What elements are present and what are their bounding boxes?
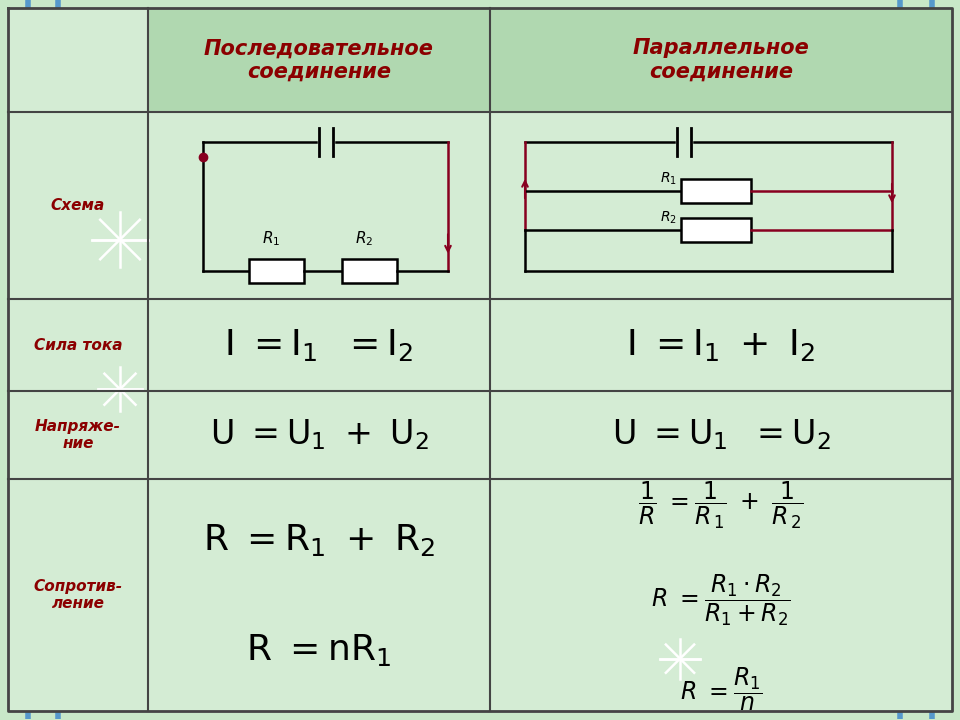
Text: $\mathrm{U\ =U_1\ +\ U_2}$: $\mathrm{U\ =U_1\ +\ U_2}$ (209, 418, 428, 452)
Bar (8, 300, 148, 391)
Text: $R_2$: $R_2$ (355, 230, 373, 248)
Text: $R_1$: $R_1$ (660, 171, 678, 187)
Text: Схема: Схема (51, 198, 106, 213)
Text: $\dfrac{1}{R}\ =\dfrac{1}{R_{\,1}}\ +\ \dfrac{1}{R_{\,2}}$: $\dfrac{1}{R}\ =\dfrac{1}{R_{\,1}}\ +\ \… (638, 480, 804, 531)
Text: $\mathrm{U\ =U_1\ \ =U_2}$: $\mathrm{U\ =U_1\ \ =U_2}$ (612, 418, 830, 452)
Bar (148, 391, 490, 479)
Bar (8, 112, 148, 300)
Text: $R\ =\dfrac{R_1\cdot R_2}{R_1+R_2}$: $R\ =\dfrac{R_1\cdot R_2}{R_1+R_2}$ (651, 572, 791, 628)
Text: Сопротив-
ление: Сопротив- ление (34, 579, 123, 611)
Text: $R_1$: $R_1$ (262, 230, 280, 248)
Text: Сила тока: Сила тока (34, 338, 122, 353)
Bar (148, 8, 490, 112)
Bar (490, 8, 952, 112)
Text: $\mathrm{I\ =I_1\ \ =I_2}$: $\mathrm{I\ =I_1\ \ =I_2}$ (225, 328, 414, 364)
Text: $\mathrm{R\ =R_1\ +\ R_2}$: $\mathrm{R\ =R_1\ +\ R_2}$ (203, 522, 435, 558)
Bar (148, 300, 490, 391)
Text: Параллельное
соединение: Параллельное соединение (633, 38, 809, 81)
Bar (681, 218, 751, 242)
Text: $R\ =\dfrac{R_1}{n}$: $R\ =\dfrac{R_1}{n}$ (680, 666, 762, 714)
Bar (490, 479, 952, 711)
Bar (342, 259, 397, 284)
Bar (148, 112, 490, 300)
Text: Напряже-
ние: Напряже- ние (35, 419, 121, 451)
Text: $\mathrm{R\ =nR_1}$: $\mathrm{R\ =nR_1}$ (247, 631, 392, 667)
Text: Последовательное
соединение: Последовательное соединение (204, 38, 434, 81)
Bar (490, 391, 952, 479)
Bar (8, 479, 148, 711)
Bar (681, 179, 751, 203)
Bar (249, 259, 304, 284)
Text: $R_2$: $R_2$ (660, 210, 677, 226)
Text: $\mathrm{I\ =I_1\ +\ I_2}$: $\mathrm{I\ =I_1\ +\ I_2}$ (626, 328, 816, 364)
Bar (490, 300, 952, 391)
Bar (8, 8, 148, 112)
Bar (8, 391, 148, 479)
Bar (148, 479, 490, 711)
Bar (490, 112, 952, 300)
